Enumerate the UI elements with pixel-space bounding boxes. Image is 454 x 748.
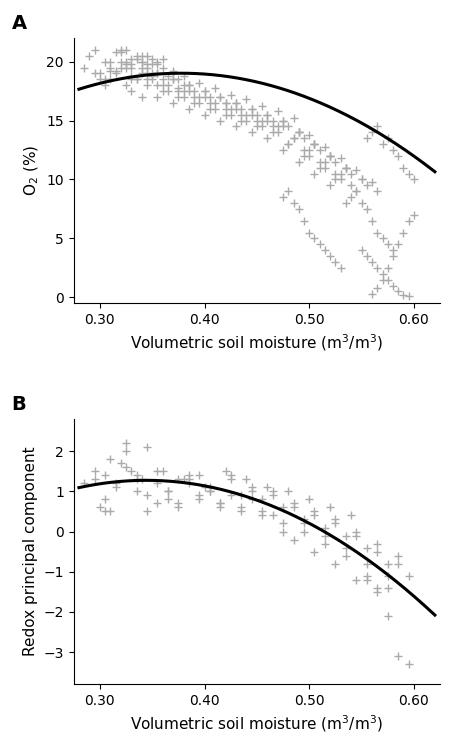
- Y-axis label: O$_2$ (%): O$_2$ (%): [22, 145, 41, 196]
- Text: B: B: [11, 395, 26, 414]
- Text: A: A: [11, 13, 26, 33]
- Y-axis label: Redox principal component: Redox principal component: [23, 447, 38, 657]
- X-axis label: Volumetric soil moisture (m$^3$/m$^3$): Volumetric soil moisture (m$^3$/m$^3$): [130, 714, 383, 734]
- X-axis label: Volumetric soil moisture (m$^3$/m$^3$): Volumetric soil moisture (m$^3$/m$^3$): [130, 332, 383, 353]
